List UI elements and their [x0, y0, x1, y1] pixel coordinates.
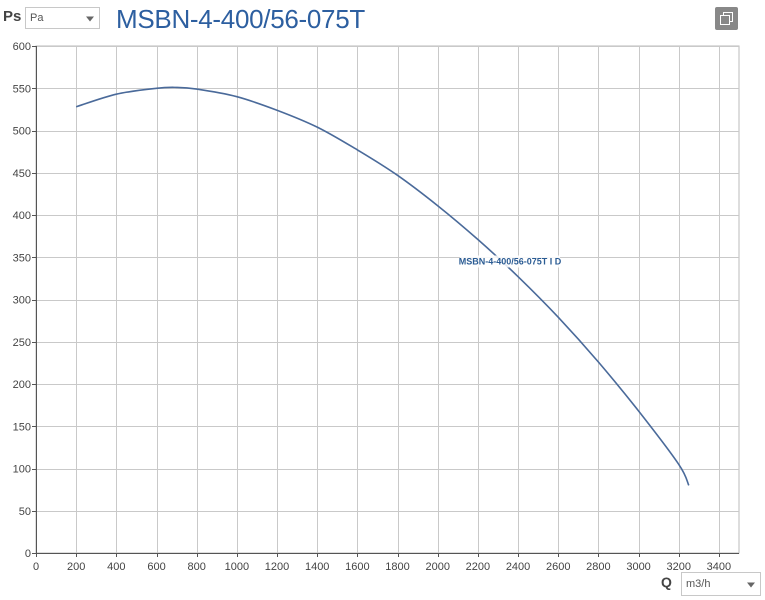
plot-frame	[35, 45, 740, 554]
y-tick-label: 50	[19, 506, 31, 518]
x-tick-label: 3000	[626, 561, 650, 573]
chevron-down-icon	[747, 582, 755, 588]
y-tick-label: 200	[13, 379, 31, 391]
y-tick-label: 0	[25, 548, 31, 560]
y-tick-label: 400	[13, 210, 31, 222]
chevron-down-icon	[86, 16, 94, 22]
chart-title: MSBN-4-400/56-075T	[116, 4, 365, 34]
y-tick-label: 100	[13, 464, 31, 476]
x-tick-label: 1400	[305, 561, 329, 573]
x-tick-label: 1200	[265, 561, 289, 573]
copy-icon-front	[720, 15, 730, 25]
y-tick-label: 150	[13, 421, 31, 433]
x-tick-label: 200	[67, 561, 85, 573]
y-tick-label: 450	[13, 168, 31, 180]
y-tick-label: 500	[13, 126, 31, 138]
tick-labels: 0 200 400 600 800 1000 1200 1400 1600 1800 2000 220…	[13, 41, 732, 573]
x-tick-label: 3200	[667, 561, 691, 573]
x-quantity-label: Q	[661, 574, 672, 590]
y-tick-label: 300	[13, 295, 31, 307]
grid	[35, 45, 740, 554]
series-label-group: MSBN-4-400/56-075T I D	[459, 255, 562, 268]
x-tick-label: 0	[33, 561, 39, 573]
x-tick-label: 400	[107, 561, 125, 573]
flow-unit-value: m3/h	[686, 578, 711, 590]
x-tick-label: 3400	[707, 561, 731, 573]
x-tick-label: 2000	[425, 561, 449, 573]
y-quantity-label: Ps	[3, 8, 22, 25]
x-tick-label: 600	[147, 561, 165, 573]
y-tick-label: 350	[13, 252, 31, 264]
y-tick-label: 550	[13, 83, 31, 95]
series-line	[75, 86, 690, 486]
x-tick-label: 1600	[345, 561, 369, 573]
axes	[32, 46, 739, 557]
x-tick-label: 1000	[225, 561, 249, 573]
x-tick-label: 2600	[546, 561, 570, 573]
x-tick-label: 2400	[506, 561, 530, 573]
pressure-unit-value: Pa	[30, 12, 44, 24]
x-tick-label: 2200	[466, 561, 490, 573]
copy-button[interactable]	[715, 7, 738, 30]
pressure-unit-select[interactable]: Pa	[25, 7, 100, 29]
series-label: MSBN-4-400/56-075T I D	[459, 256, 562, 266]
x-tick-label: 800	[188, 561, 206, 573]
x-tick-label: 1800	[385, 561, 409, 573]
y-tick-label: 600	[13, 41, 31, 53]
y-tick-label: 250	[13, 337, 31, 349]
flow-unit-select[interactable]: m3/h	[681, 572, 761, 596]
series-label-bg	[460, 255, 561, 268]
x-tick-label: 2800	[586, 561, 610, 573]
series: MSBN-4-400/56-075T I D	[75, 86, 690, 486]
